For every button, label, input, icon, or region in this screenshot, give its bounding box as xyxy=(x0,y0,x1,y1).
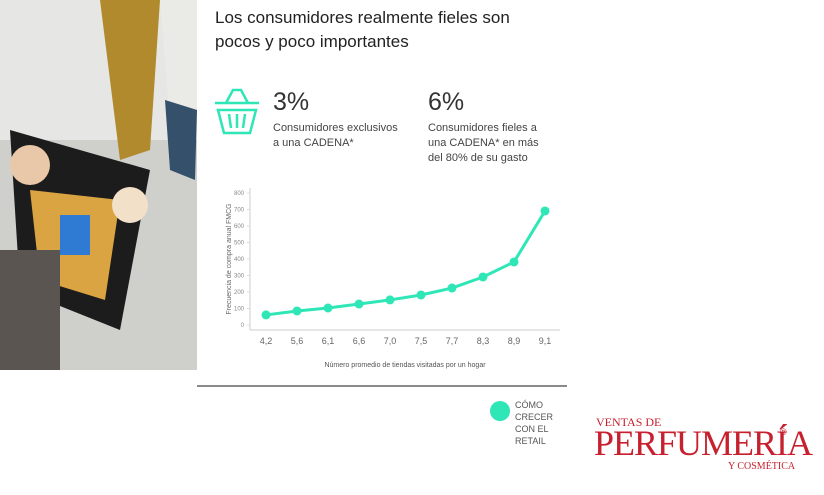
x-axis-label: Número promedio de tiendas visitadas por… xyxy=(324,362,486,369)
photo-jeans xyxy=(165,100,197,180)
y-tick-label: 700 xyxy=(234,208,245,214)
point xyxy=(447,283,457,293)
x-tick-label: 7,7 xyxy=(446,336,459,346)
x-tick-label: 6,1 xyxy=(322,336,335,346)
logo-mark: ® xyxy=(780,427,787,437)
point xyxy=(385,295,395,305)
point xyxy=(509,257,519,267)
point xyxy=(323,303,333,313)
stat-text: Consumidores fieles a una CADENA* en más… xyxy=(428,122,539,164)
y-tick-label: 400 xyxy=(234,257,245,263)
stat-value: 3% xyxy=(273,88,310,116)
y-tick-label: 800 xyxy=(234,191,245,197)
stat-value: 6% xyxy=(428,88,465,116)
y-tick-label: 100 xyxy=(234,307,245,313)
line xyxy=(265,210,547,317)
y-tick-label: 600 xyxy=(234,224,245,230)
badge-dot xyxy=(490,401,510,421)
point xyxy=(478,272,488,282)
x-tick-label: 9,1 xyxy=(539,336,552,346)
x-tick-label: 7,0 xyxy=(384,336,397,346)
photo-shirt xyxy=(160,0,197,110)
y-tick-label: 0 xyxy=(241,323,245,329)
badge-text: CÓMO CRECER CON EL RETAIL xyxy=(515,400,554,446)
point xyxy=(261,310,271,320)
title: Los consumidores realmente fieles son po… xyxy=(215,8,510,51)
x-tick-label: 4,2 xyxy=(260,336,273,346)
point xyxy=(354,299,364,309)
logo-bottom: Y COSMÉTICA xyxy=(728,461,796,472)
y-axis-label: Frecuencia de compra anual FMCG xyxy=(226,203,233,314)
photo-jacket xyxy=(100,0,160,160)
photo-item xyxy=(60,215,90,255)
point xyxy=(292,306,302,316)
x-tick-label: 6,6 xyxy=(353,336,366,346)
point xyxy=(416,290,426,300)
stat-text: Consumidores exclusivos a una CADENA* xyxy=(273,122,398,149)
y-tick-label: 200 xyxy=(234,290,245,296)
x-tick-label: 8,3 xyxy=(477,336,490,346)
photo-hand xyxy=(10,145,50,185)
photo-legs xyxy=(0,250,60,370)
basket-icon xyxy=(215,88,259,135)
y-tick-label: 300 xyxy=(234,274,245,280)
x-tick-label: 8,9 xyxy=(508,336,521,346)
y-tick-label: 500 xyxy=(234,241,245,247)
logo-main: PERFUMERÍA xyxy=(594,423,813,463)
x-tick-label: 7,5 xyxy=(415,336,428,346)
x-tick-label: 5,6 xyxy=(291,336,304,346)
logo-top: VENTAS DE xyxy=(596,415,662,429)
point xyxy=(540,206,550,216)
photo-hand xyxy=(112,187,148,223)
